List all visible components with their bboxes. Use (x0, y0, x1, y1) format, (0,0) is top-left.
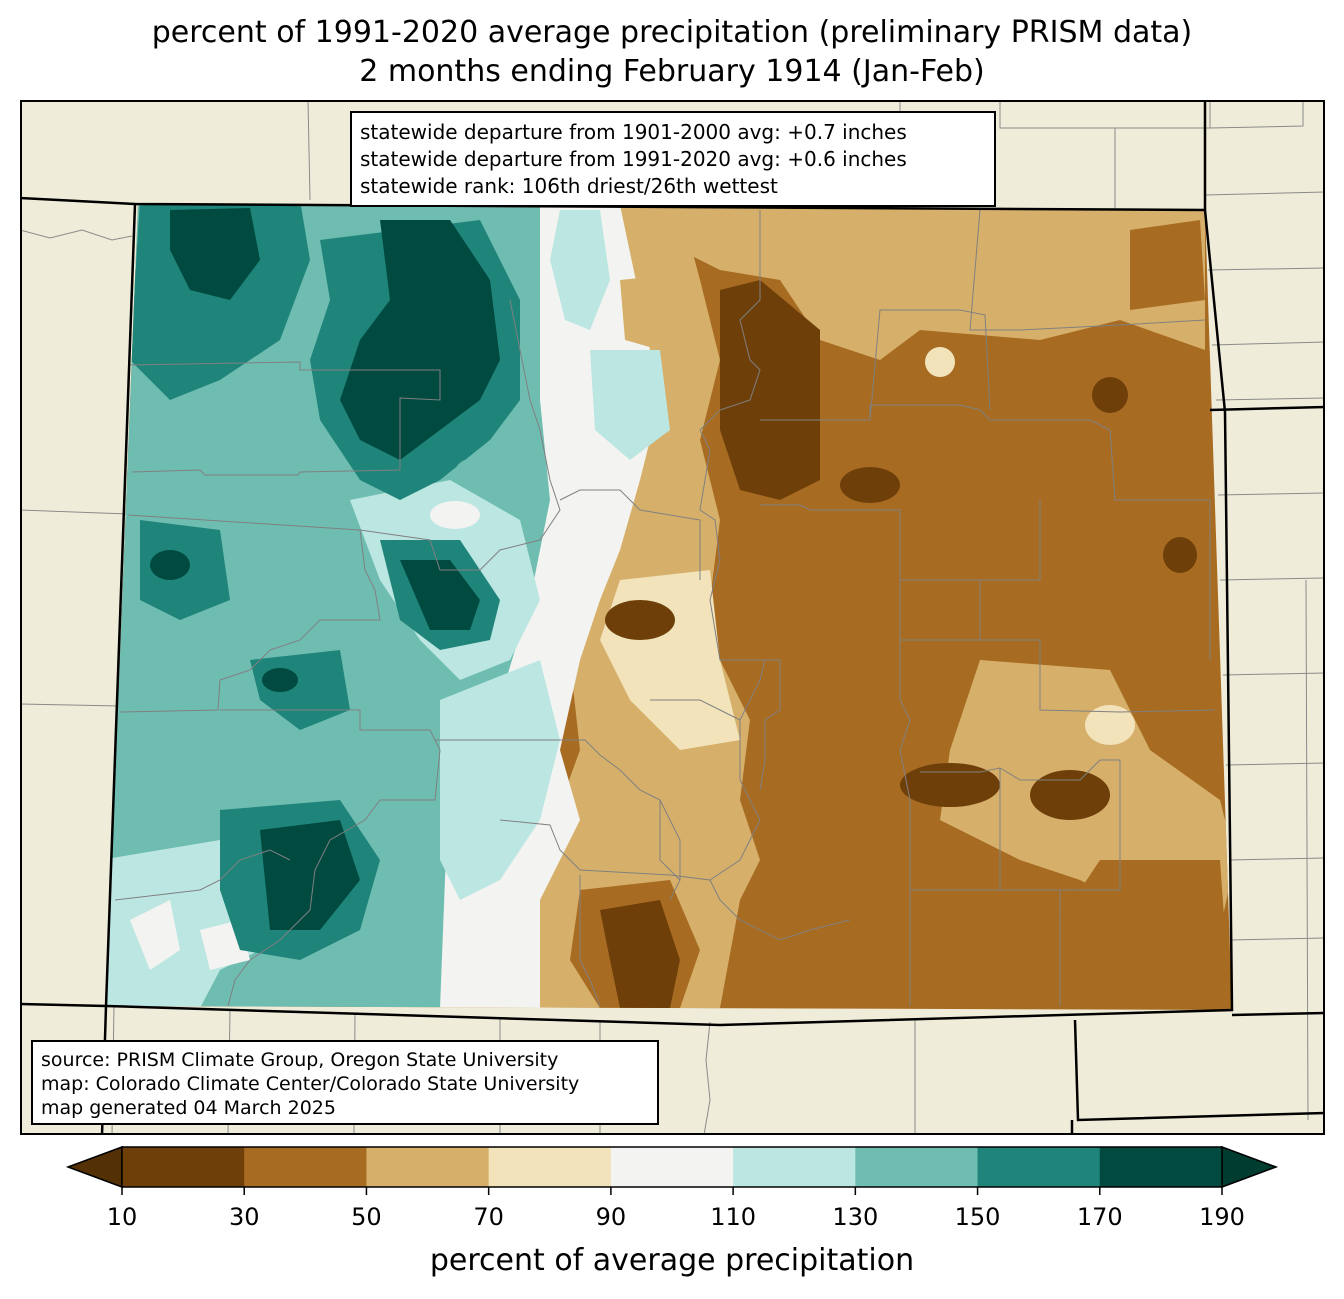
colorbar-bin-50-70 (366, 1147, 490, 1187)
source-credits-box: source: PRISM Climate Group, Oregon Stat… (31, 1040, 659, 1125)
stats-departure-1901-2000: statewide departure from 1901-2000 avg: … (360, 120, 907, 144)
colorbar-tick-label-70: 70 (473, 1203, 504, 1231)
colorbar-under-arrow (65, 1145, 123, 1189)
map-credit-line: map: Colorado Climate Center/Colorado St… (41, 1073, 580, 1095)
precip-field (106, 204, 1232, 1010)
map-generated-line: map generated 04 March 2025 (41, 1097, 336, 1119)
colorbar-label: percent of average precipitation (429, 1243, 915, 1278)
colorbar-tick-label-90: 90 (595, 1203, 627, 1231)
colorbar-tick-label-190: 190 (1199, 1203, 1245, 1231)
colorbar-bin-110-130 (733, 1147, 856, 1187)
colorbar-bin-150-170 (977, 1147, 1101, 1187)
colorbar-tick-label-130: 130 (832, 1203, 879, 1231)
colorbar-tick-label-150: 150 (954, 1203, 1001, 1231)
colorbar-tick-label-30: 30 (228, 1203, 260, 1231)
colorbar-bin-130-150 (855, 1147, 979, 1187)
colorbar-outline (121, 1146, 1223, 1188)
colorbar-bin-90-110 (610, 1147, 734, 1187)
map-frame (20, 100, 1325, 1135)
stats-departure-1991-2020: statewide departure from 1991-2020 avg: … (360, 147, 907, 171)
colorbar-tick-label-110: 110 (710, 1203, 757, 1231)
source-line: source: PRISM Climate Group, Oregon Stat… (41, 1049, 559, 1071)
map-subtitle: 2 months ending February 1914 (Jan-Feb) (359, 54, 985, 89)
colorbar-tick-label-50: 50 (351, 1203, 382, 1231)
statewide-stats-box: statewide departure from 1901-2000 avg: … (350, 111, 996, 207)
colorbar-tick-label-170: 170 (1076, 1203, 1123, 1231)
colorbar-bin-170-190 (1099, 1147, 1223, 1187)
colorbar (65, 1145, 1279, 1195)
county-lines (114, 209, 1216, 1007)
colorbar-bin-70-90 (488, 1147, 612, 1187)
colorbar-bin-30-50 (244, 1147, 367, 1187)
map-title: percent of 1991-2020 average precipitati… (151, 15, 1193, 50)
colorbar-over-arrow (1221, 1145, 1279, 1189)
colorbar-tick-label-10: 10 (106, 1203, 138, 1231)
colorbar-bin-10-30 (122, 1147, 245, 1187)
precipitation-map (20, 100, 1325, 1135)
stats-rank: statewide rank: 106th driest/26th wettes… (360, 174, 778, 198)
state-borders (20, 100, 1325, 1135)
